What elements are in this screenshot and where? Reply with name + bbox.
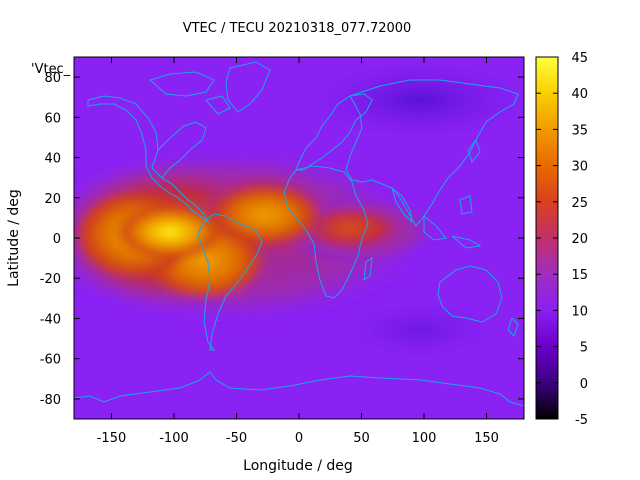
coast-arctic-islands <box>148 71 231 115</box>
anomaly-crest-atlantic <box>210 185 320 245</box>
low-tec-region-north <box>310 60 524 140</box>
colorbar-tick-label: 45 <box>571 51 588 66</box>
coast-south-america <box>197 213 263 351</box>
legend-key: 'Vtec_ <box>31 62 71 77</box>
coast-australia <box>437 265 503 323</box>
x-tick-label: 50 <box>353 431 370 446</box>
anomaly-crest-main <box>115 204 225 260</box>
coast-antarctica <box>74 371 524 407</box>
low-tec-region-south <box>340 300 500 360</box>
colorbar-tick-label: 10 <box>571 304 588 319</box>
coastlines <box>74 61 524 407</box>
y-tick-label: -40 <box>40 312 61 327</box>
coast-north-america-east <box>157 121 207 179</box>
x-tick-label: 150 <box>474 431 499 446</box>
colorbar-tick-label: 20 <box>571 232 588 247</box>
colorbar-tick-label: 25 <box>571 196 588 211</box>
coast-new-zealand <box>507 317 519 337</box>
colorbar-tick-label: 5 <box>580 341 588 356</box>
colorbar-tick-label: 30 <box>571 160 588 175</box>
colorbar-tick-label: 15 <box>571 268 588 283</box>
equatorial-anomaly <box>74 145 440 325</box>
x-tick-label: -50 <box>226 431 247 446</box>
y-axis-ticks: -80 -60 -40 -20 0 20 40 60 80 <box>40 71 524 408</box>
coast-japan <box>467 138 481 164</box>
y-tick-label: -60 <box>40 353 61 368</box>
y-tick-label: 20 <box>44 192 61 207</box>
heatmap <box>74 57 524 419</box>
colorbar-tick-label: -5 <box>575 413 588 428</box>
coast-madagascar <box>363 256 373 282</box>
x-axis-label: Longitude / deg <box>243 458 353 474</box>
colorbar-ticks: -5 0 5 10 15 20 25 30 35 40 45 <box>536 51 588 428</box>
y-tick-label: 40 <box>44 152 61 167</box>
coast-north-america <box>87 95 210 224</box>
y-tick-label: -80 <box>40 393 61 408</box>
x-tick-label: -150 <box>97 431 127 446</box>
colorbar-tick-label: 35 <box>571 123 588 138</box>
coast-europe <box>295 93 373 171</box>
y-tick-label: 80 <box>44 71 61 86</box>
coast-africa <box>283 165 369 299</box>
colorbar: -5 0 5 10 15 20 25 30 35 40 45 <box>535 51 588 428</box>
coast-greenland <box>225 61 271 113</box>
y-tick-label: 0 <box>53 232 61 247</box>
y-axis-label: Latitude / deg <box>6 189 22 287</box>
coast-india <box>391 186 413 224</box>
y-tick-label: 60 <box>44 111 61 126</box>
x-tick-label: 100 <box>412 431 437 446</box>
coast-southeast-asia <box>423 195 482 249</box>
chart-title: VTEC / TECU 20210318_077.72000 <box>183 21 412 36</box>
y-tick-label: -20 <box>40 272 61 287</box>
colorbar-tick-label: 0 <box>580 377 588 392</box>
x-axis-ticks: -150 -100 -50 0 50 100 150 <box>97 57 499 446</box>
x-tick-label: -100 <box>159 431 189 446</box>
colorbar-tick-label: 40 <box>571 87 588 102</box>
x-tick-label: 0 <box>295 431 303 446</box>
coast-asia <box>345 79 519 227</box>
